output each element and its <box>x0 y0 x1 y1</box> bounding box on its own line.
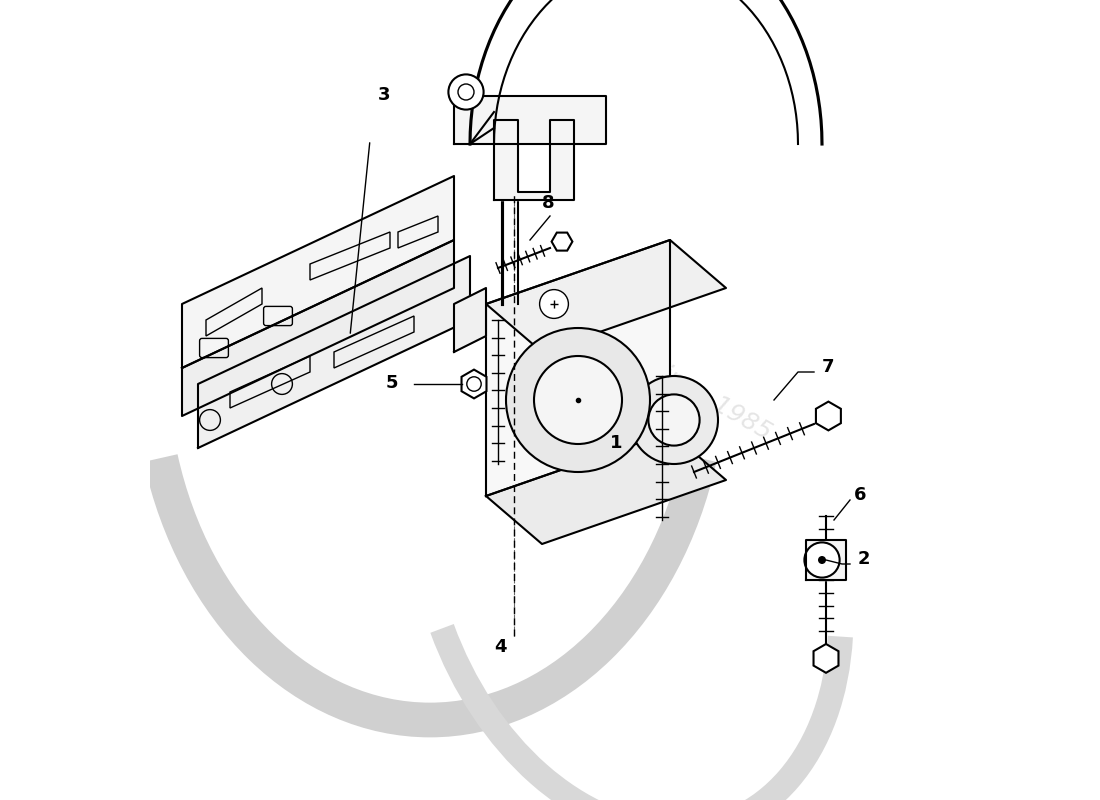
Text: 6: 6 <box>854 486 867 504</box>
Text: 3: 3 <box>378 86 390 104</box>
Circle shape <box>648 394 700 446</box>
Circle shape <box>804 542 839 578</box>
Text: since 1985: since 1985 <box>646 356 777 445</box>
Text: 2: 2 <box>858 550 870 568</box>
Circle shape <box>818 556 826 564</box>
Polygon shape <box>486 432 726 544</box>
Polygon shape <box>198 256 470 448</box>
Polygon shape <box>806 540 846 580</box>
Circle shape <box>540 290 569 318</box>
Text: 1: 1 <box>610 434 623 452</box>
Text: 7: 7 <box>822 358 835 376</box>
Polygon shape <box>486 240 670 496</box>
Polygon shape <box>454 288 486 352</box>
Text: 4: 4 <box>494 638 506 656</box>
Polygon shape <box>182 240 454 416</box>
Text: 5: 5 <box>386 374 398 392</box>
Circle shape <box>449 74 484 110</box>
Polygon shape <box>494 120 574 200</box>
Polygon shape <box>454 96 606 144</box>
Polygon shape <box>182 176 454 368</box>
Circle shape <box>630 376 718 464</box>
Circle shape <box>534 356 622 444</box>
Circle shape <box>506 328 650 472</box>
Polygon shape <box>486 240 726 352</box>
Text: 8: 8 <box>542 194 554 212</box>
Text: quality for: quality for <box>590 434 685 500</box>
